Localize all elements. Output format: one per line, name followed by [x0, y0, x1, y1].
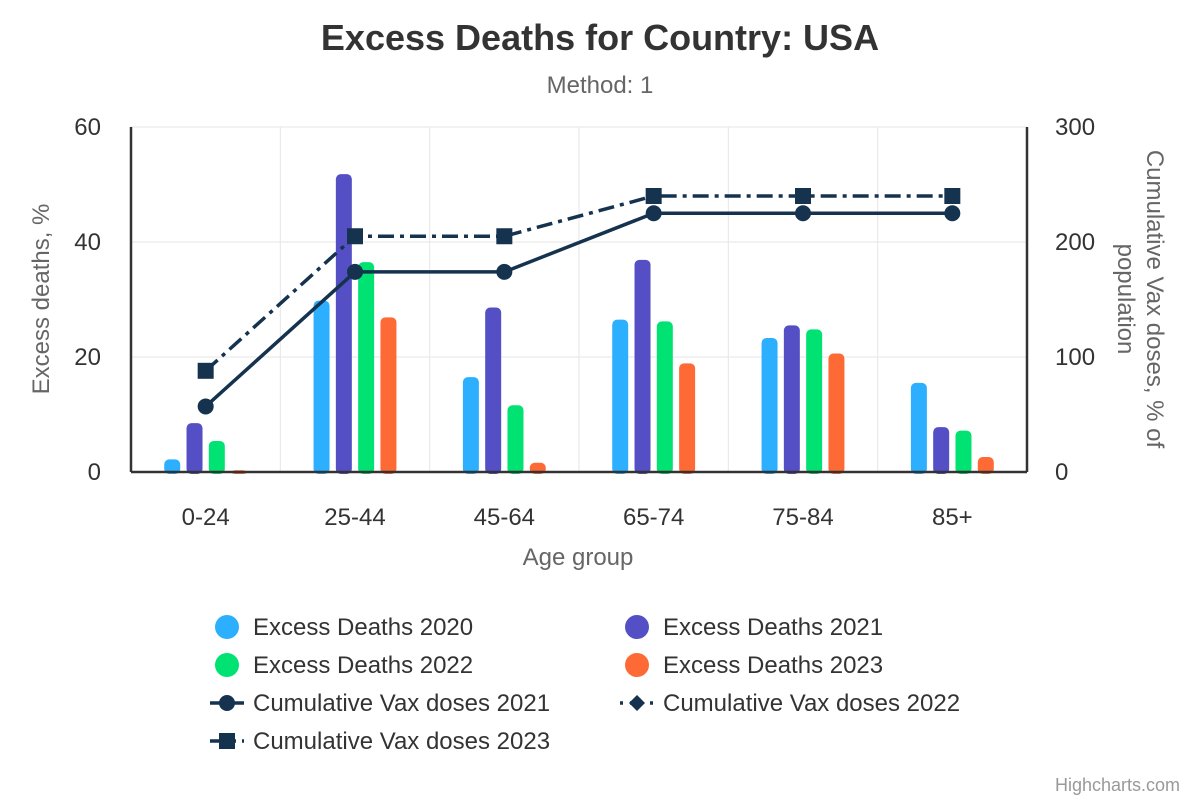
- legend-item[interactable]: Excess Deaths 2021: [625, 614, 883, 641]
- bar[interactable]: [806, 329, 823, 474]
- vax-marker[interactable]: [347, 228, 363, 245]
- legend-label: Excess Deaths 2022: [253, 652, 473, 679]
- bar[interactable]: [335, 174, 352, 474]
- legend-item[interactable]: Cumulative Vax doses 2021: [210, 690, 550, 717]
- y2-tick-label: 300: [1055, 114, 1095, 141]
- vax-marker[interactable]: [197, 362, 214, 379]
- bar[interactable]: [933, 427, 950, 474]
- legend-item[interactable]: Excess Deaths 2023: [625, 652, 883, 679]
- legend-symbol[interactable]: [629, 695, 645, 711]
- legend-label: Cumulative Vax doses 2021: [253, 690, 550, 717]
- y-tick-label: 60: [74, 114, 101, 141]
- bar[interactable]: [208, 440, 225, 474]
- vax-marker[interactable]: [645, 188, 662, 204]
- credits[interactable]: Highcharts.com: [1055, 775, 1180, 795]
- bar[interactable]: [313, 300, 330, 474]
- legend-item[interactable]: Cumulative Vax doses 2023: [210, 728, 550, 755]
- x-tick-label: 75-84: [772, 504, 833, 531]
- chart-title: Excess Deaths for Country: USA: [321, 17, 879, 58]
- vax-marker[interactable]: [795, 205, 811, 222]
- y2-tick-label: 0: [1055, 459, 1068, 486]
- bar-series-group: [164, 174, 994, 474]
- y-tick-label: 40: [74, 229, 101, 256]
- bar[interactable]: [977, 457, 994, 474]
- vax-line[interactable]: [204, 194, 953, 373]
- bar[interactable]: [783, 325, 800, 474]
- bar[interactable]: [507, 405, 524, 474]
- bar[interactable]: [485, 307, 502, 474]
- x-tick-label: 0-24: [182, 504, 230, 531]
- x-tick-label: 25-44: [324, 504, 385, 531]
- legend-label: Excess Deaths 2021: [663, 614, 883, 641]
- bar[interactable]: [679, 363, 696, 474]
- y2-tick-label: 100: [1055, 344, 1095, 371]
- y2-axis-title-line1: Cumulative Vax doses, % of: [1141, 150, 1168, 449]
- legend-symbol: [625, 653, 649, 677]
- x-tick-label: 65-74: [623, 504, 684, 531]
- legend-symbol[interactable]: [219, 733, 235, 749]
- x-tick-label: 45-64: [474, 504, 535, 531]
- axes: 0 20 40 60 0 100 200 300 0-24 25-44 45-64 65-74 75-8…: [74, 114, 1095, 531]
- y2-tick-label: 200: [1055, 229, 1095, 256]
- vax-marker[interactable]: [496, 228, 513, 245]
- legend-item[interactable]: Excess Deaths 2022: [215, 652, 473, 679]
- bar[interactable]: [380, 317, 397, 474]
- legend-label: Cumulative Vax doses 2023: [253, 728, 550, 755]
- line-series-group: [197, 188, 961, 415]
- bar[interactable]: [828, 353, 845, 474]
- legend-label: Excess Deaths 2020: [253, 614, 473, 641]
- vax-line[interactable]: [204, 211, 953, 408]
- bar[interactable]: [634, 259, 651, 474]
- bar[interactable]: [358, 262, 375, 474]
- legend: Excess Deaths 2020 Excess Deaths 2021 Exce…: [210, 614, 960, 755]
- legend-symbol: [215, 615, 239, 639]
- legend-label: Cumulative Vax doses 2022: [663, 690, 960, 717]
- legend-item[interactable]: Cumulative Vax doses 2022: [620, 690, 960, 717]
- bar[interactable]: [164, 459, 181, 474]
- y-tick-label: 20: [74, 344, 101, 371]
- bar[interactable]: [761, 338, 778, 474]
- vax-marker[interactable]: [795, 188, 811, 204]
- legend-symbol: [625, 615, 649, 639]
- y2-axis-title-line2: population: [1112, 244, 1139, 355]
- legend-item[interactable]: Excess Deaths 2020: [215, 614, 473, 641]
- legend-label: Excess Deaths 2023: [663, 652, 883, 679]
- vax-marker[interactable]: [496, 263, 513, 280]
- bar[interactable]: [955, 430, 972, 474]
- vax-marker[interactable]: [197, 398, 214, 415]
- x-tick-label: 85+: [932, 504, 973, 531]
- bar[interactable]: [910, 382, 927, 474]
- legend-symbol[interactable]: [219, 695, 235, 711]
- y-tick-label: 0: [88, 459, 101, 486]
- bar[interactable]: [656, 321, 673, 474]
- bar[interactable]: [462, 377, 479, 474]
- vax-marker[interactable]: [944, 205, 961, 222]
- chart-subtitle: Method: 1: [547, 72, 654, 99]
- bar[interactable]: [186, 423, 203, 474]
- vax-marker[interactable]: [944, 188, 961, 204]
- gridlines: [131, 126, 1027, 472]
- legend-symbol: [215, 653, 239, 677]
- x-axis-title: Age group: [523, 544, 634, 571]
- vax-marker[interactable]: [645, 205, 662, 222]
- bar[interactable]: [612, 319, 629, 474]
- y-axis-title: Excess deaths, %: [28, 204, 55, 395]
- vax-marker[interactable]: [347, 263, 363, 280]
